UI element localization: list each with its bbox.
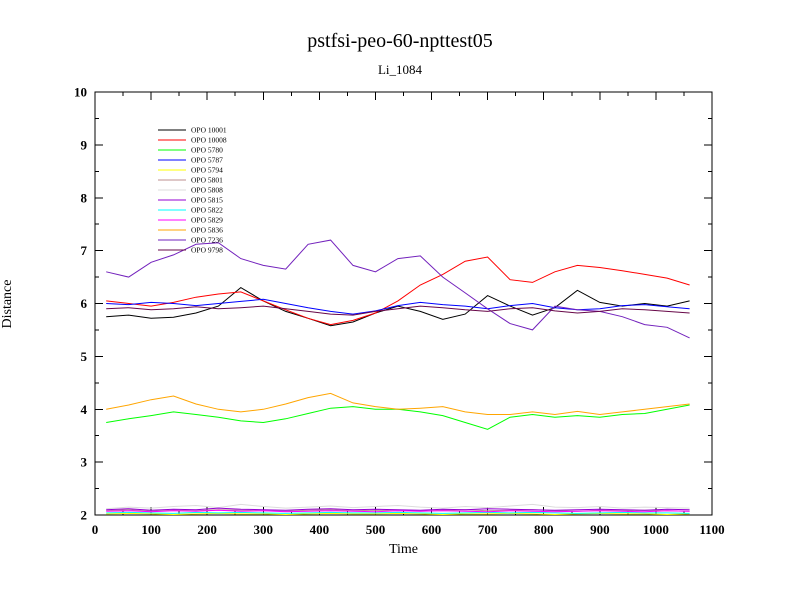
x-tick-label: 900	[590, 522, 610, 537]
legend-label-opo-5787: OPO 5787	[191, 156, 223, 165]
x-tick-label: 700	[478, 522, 498, 537]
y-tick-label: 7	[81, 243, 88, 258]
x-tick-label: 200	[197, 522, 217, 537]
series-line-opo-5787	[106, 298, 690, 315]
chart-title: pstfsi-peo-60-npttest05	[307, 30, 493, 52]
x-tick-label: 1000	[643, 522, 669, 537]
x-tick-label: 800	[534, 522, 554, 537]
legend-label-opo-5808: OPO 5808	[191, 186, 223, 195]
series-line-opo-5808	[106, 503, 690, 510]
x-tick-label: 300	[254, 522, 274, 537]
x-axis-label: Time	[388, 542, 419, 557]
series-line-opo-5794	[106, 512, 690, 516]
legend-label-opo-5780: OPO 5780	[191, 146, 223, 155]
y-tick-label: 3	[81, 455, 88, 470]
series-line-opo-5829	[106, 509, 690, 513]
series-line-opo-5836	[106, 392, 690, 416]
x-tick-label: 1100	[699, 522, 724, 537]
y-tick-label: 8	[81, 190, 88, 205]
legend-label-opo-5801: OPO 5801	[191, 176, 223, 185]
plot-frame	[94, 91, 713, 516]
legend-label-opo-5794: OPO 5794	[191, 166, 223, 175]
y-tick-label: 5	[81, 349, 88, 364]
legend-label-opo-9798: OPO 9798	[191, 246, 223, 255]
chart-subtitle: Li_1084	[377, 62, 423, 77]
x-tick-label: 0	[92, 522, 99, 537]
y-tick-label: 4	[81, 402, 88, 417]
x-tick-label: 600	[422, 522, 442, 537]
series-line-opo-7236	[106, 239, 690, 339]
x-tick-label: 400	[310, 522, 330, 537]
series-line-opo-9798	[106, 305, 690, 316]
y-tick-label: 10	[74, 85, 87, 100]
legend-label-opo-5836: OPO 5836	[191, 226, 223, 235]
x-tick-label: 500	[366, 522, 386, 537]
series-line-opo-5780	[106, 404, 690, 430]
series-line-opo-5822	[106, 511, 690, 514]
y-tick-label: 6	[81, 296, 88, 311]
x-tick-label: 100	[141, 522, 161, 537]
legend-label-opo-5815: OPO 5815	[191, 196, 223, 205]
legend-label-opo-10008: OPO 10008	[191, 136, 227, 145]
legend-label-opo-5822: OPO 5822	[191, 206, 223, 215]
series-line-opo-10008	[106, 256, 690, 326]
legend-label-opo-5829: OPO 5829	[191, 216, 223, 225]
legend-label-opo-10001: OPO 10001	[191, 126, 227, 135]
legend-label-opo-7236: OPO 7236	[191, 236, 223, 245]
series-line-opo-5815	[106, 507, 690, 511]
y-tick-label: 9	[81, 137, 88, 152]
y-tick-label: 2	[81, 508, 88, 523]
